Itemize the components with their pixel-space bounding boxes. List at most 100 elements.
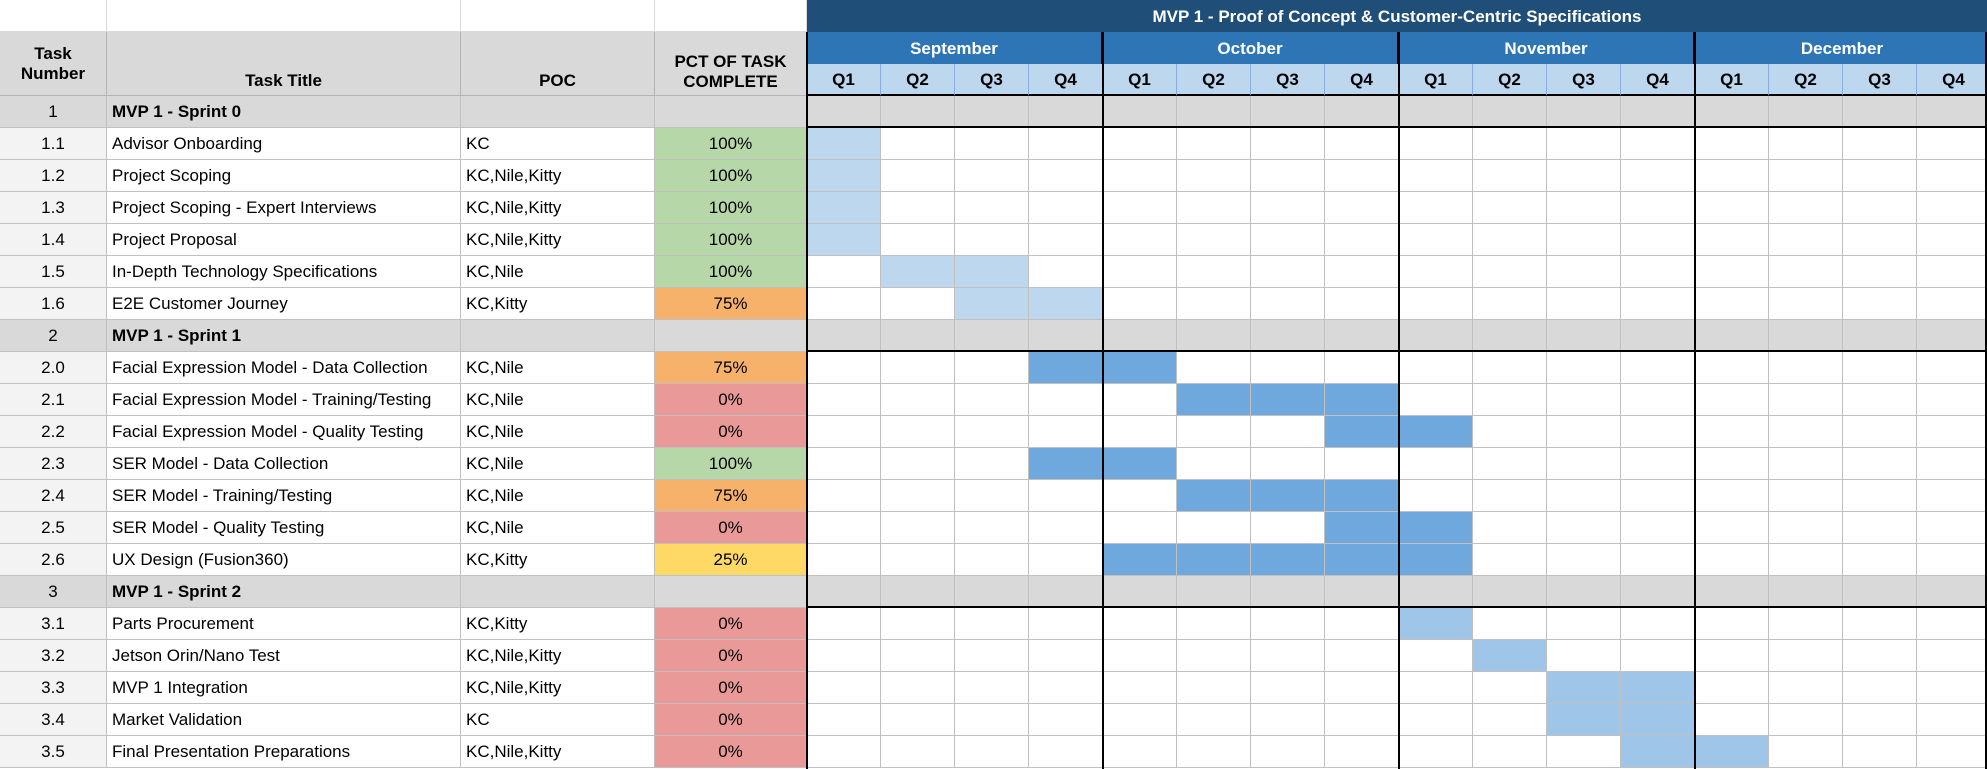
gantt-cell[interactable]	[1547, 256, 1621, 288]
gantt-cell[interactable]	[955, 416, 1029, 448]
gantt-cell[interactable]	[1251, 288, 1325, 320]
month-header-october[interactable]: October	[1103, 32, 1399, 64]
task-pct-complete[interactable]: 100%	[655, 256, 807, 288]
gantt-cell[interactable]	[1029, 640, 1103, 672]
gantt-cell[interactable]	[1917, 736, 1987, 768]
gantt-cell[interactable]	[1621, 416, 1695, 448]
gantt-cell[interactable]	[881, 608, 955, 640]
gantt-cell[interactable]	[1103, 224, 1177, 256]
gantt-cell[interactable]	[1325, 320, 1399, 352]
task-number[interactable]: 3.3	[0, 672, 107, 704]
gantt-cell[interactable]	[1695, 672, 1769, 704]
gantt-cell[interactable]	[1917, 416, 1987, 448]
gantt-cell[interactable]	[1177, 416, 1251, 448]
gantt-cell[interactable]	[1917, 704, 1987, 736]
gantt-cell[interactable]	[1769, 640, 1843, 672]
gantt-cell[interactable]	[1103, 640, 1177, 672]
gantt-cell[interactable]	[1917, 448, 1987, 480]
gantt-cell[interactable]	[881, 160, 955, 192]
task-pct-complete[interactable]: 75%	[655, 352, 807, 384]
gantt-cell[interactable]	[1769, 608, 1843, 640]
gantt-cell[interactable]	[1177, 192, 1251, 224]
gantt-cell[interactable]	[807, 96, 881, 128]
gantt-bar-segment[interactable]	[1325, 480, 1399, 512]
gantt-cell[interactable]	[955, 576, 1029, 608]
gantt-cell[interactable]	[1473, 384, 1547, 416]
gantt-cell[interactable]	[1177, 320, 1251, 352]
gantt-cell[interactable]	[1177, 576, 1251, 608]
gantt-cell[interactable]	[1325, 352, 1399, 384]
task-number[interactable]: 2.2	[0, 416, 107, 448]
gantt-cell[interactable]	[1917, 608, 1987, 640]
gantt-cell[interactable]	[1843, 512, 1917, 544]
section-pct[interactable]	[655, 320, 807, 352]
gantt-bar-segment[interactable]	[1621, 704, 1695, 736]
quarter-header[interactable]: Q4	[1029, 64, 1103, 96]
section-number[interactable]: 3	[0, 576, 107, 608]
task-title[interactable]: Final Presentation Preparations	[107, 736, 461, 768]
gantt-cell[interactable]	[1325, 128, 1399, 160]
task-poc[interactable]: KC	[461, 704, 655, 736]
gantt-cell[interactable]	[807, 480, 881, 512]
task-title[interactable]: Facial Expression Model - Training/Testi…	[107, 384, 461, 416]
gantt-cell[interactable]	[1251, 704, 1325, 736]
quarter-header[interactable]: Q1	[1695, 64, 1769, 96]
task-title[interactable]: Facial Expression Model - Quality Testin…	[107, 416, 461, 448]
gantt-bar-segment[interactable]	[1399, 512, 1473, 544]
section-title[interactable]: MVP 1 - Sprint 0	[107, 96, 461, 128]
gantt-cell[interactable]	[1103, 128, 1177, 160]
gantt-cell[interactable]	[1029, 256, 1103, 288]
gantt-cell[interactable]	[1843, 128, 1917, 160]
gantt-cell[interactable]	[1695, 128, 1769, 160]
gantt-cell[interactable]	[807, 640, 881, 672]
gantt-cell[interactable]	[1399, 704, 1473, 736]
gantt-cell[interactable]	[1843, 480, 1917, 512]
gantt-bar-segment[interactable]	[1251, 544, 1325, 576]
gantt-cell[interactable]	[1695, 320, 1769, 352]
blank-cell[interactable]	[107, 0, 461, 32]
task-title[interactable]: SER Model - Quality Testing	[107, 512, 461, 544]
gantt-cell[interactable]	[1917, 544, 1987, 576]
gantt-cell[interactable]	[1029, 576, 1103, 608]
quarter-header[interactable]: Q2	[1177, 64, 1251, 96]
gantt-cell[interactable]	[1695, 224, 1769, 256]
task-pct-complete[interactable]: 0%	[655, 384, 807, 416]
gantt-cell[interactable]	[881, 96, 955, 128]
gantt-cell[interactable]	[1029, 96, 1103, 128]
task-pct-complete[interactable]: 0%	[655, 640, 807, 672]
task-number[interactable]: 1.5	[0, 256, 107, 288]
gantt-cell[interactable]	[1917, 96, 1987, 128]
section-poc[interactable]	[461, 320, 655, 352]
task-poc[interactable]: KC,Nile	[461, 416, 655, 448]
gantt-cell[interactable]	[1769, 96, 1843, 128]
gantt-cell[interactable]	[807, 544, 881, 576]
gantt-cell[interactable]	[1251, 608, 1325, 640]
quarter-header[interactable]: Q3	[1843, 64, 1917, 96]
gantt-cell[interactable]	[1621, 352, 1695, 384]
task-title[interactable]: SER Model - Training/Testing	[107, 480, 461, 512]
gantt-cell[interactable]	[807, 288, 881, 320]
task-number[interactable]: 3.5	[0, 736, 107, 768]
gantt-cell[interactable]	[955, 160, 1029, 192]
gantt-cell[interactable]	[881, 192, 955, 224]
task-pct-complete[interactable]: 75%	[655, 480, 807, 512]
gantt-cell[interactable]	[1547, 512, 1621, 544]
gantt-cell[interactable]	[1473, 96, 1547, 128]
gantt-cell[interactable]	[1251, 320, 1325, 352]
gantt-cell[interactable]	[1843, 160, 1917, 192]
gantt-cell[interactable]	[955, 128, 1029, 160]
gantt-cell[interactable]	[1473, 320, 1547, 352]
gantt-cell[interactable]	[1695, 576, 1769, 608]
blank-cell[interactable]	[0, 0, 107, 32]
gantt-cell[interactable]	[881, 128, 955, 160]
task-number[interactable]: 2.4	[0, 480, 107, 512]
gantt-cell[interactable]	[1029, 416, 1103, 448]
gantt-cell[interactable]	[955, 736, 1029, 768]
gantt-cell[interactable]	[1621, 480, 1695, 512]
gantt-bar-segment[interactable]	[1177, 384, 1251, 416]
gantt-cell[interactable]	[1547, 480, 1621, 512]
gantt-cell[interactable]	[1547, 384, 1621, 416]
gantt-cell[interactable]	[1103, 384, 1177, 416]
gantt-cell[interactable]	[1251, 192, 1325, 224]
gantt-cell[interactable]	[1473, 192, 1547, 224]
